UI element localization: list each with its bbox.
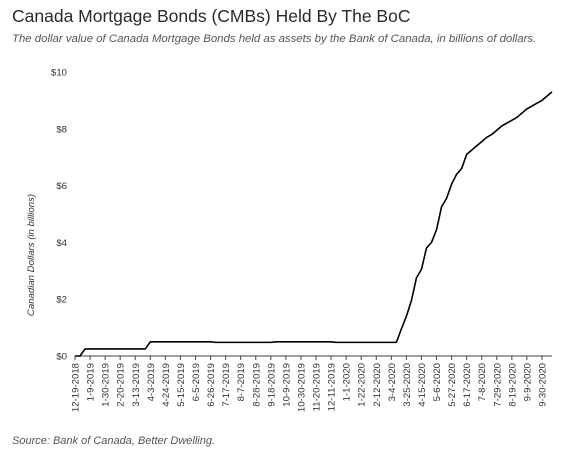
x-tick-label: 1-1-2020: [342, 363, 353, 401]
x-tick-label: 6-17-2020: [462, 363, 473, 407]
y-tick-label: $10: [51, 68, 67, 79]
data-point: [431, 242, 432, 243]
x-tick-label: 4-15-2020: [417, 363, 428, 407]
data-point: [411, 300, 412, 301]
data-point: [476, 145, 477, 146]
y-axis-ticks: $0 $2 $4 $6 $8 $10: [51, 68, 68, 363]
x-tick-label: 10-9-2019: [281, 363, 292, 407]
data-point: [521, 113, 522, 114]
data-point: [536, 103, 537, 104]
x-tick-label: 3-4-2020: [387, 363, 398, 401]
x-tick-label: 2-20-2019: [116, 363, 127, 407]
data-point: [335, 342, 336, 343]
data-point: [486, 137, 487, 138]
x-tick-label: 3-13-2019: [131, 363, 142, 407]
data-point: [461, 168, 462, 169]
data-point: [215, 342, 216, 343]
data-point: [406, 316, 407, 317]
x-tick-label: 8-19-2020: [507, 363, 518, 407]
x-tick-label: 5-27-2020: [447, 363, 458, 407]
x-tick-label: 2-12-2020: [372, 363, 383, 407]
data-point: [481, 141, 482, 142]
chart-title: Canada Mortgage Bonds (CMBs) Held By The…: [12, 6, 411, 26]
data-point: [416, 277, 417, 278]
data-point: [270, 342, 271, 343]
data-point: [551, 91, 552, 92]
y-tick-label: $4: [56, 238, 67, 249]
x-tick-label: 9-30-2020: [537, 363, 548, 407]
x-axis-ticks: 12-19-2018 1-9-2019 1-30-2019 2-20-2019 3-13…: [71, 356, 548, 412]
data-point: [446, 198, 447, 199]
x-tick-label: 6-5-2019: [191, 363, 202, 401]
data-point: [275, 341, 276, 342]
x-tick-label: 5-6-2020: [432, 363, 443, 401]
data-point: [330, 341, 331, 342]
x-tick-label: 5-15-2019: [176, 363, 187, 407]
data-point: [471, 150, 472, 151]
chart-source: Source: Bank of Canada, Better Dwelling.: [12, 435, 216, 447]
y-axis-label: Canadian Dollars (in billions): [26, 194, 37, 316]
x-tick-label: 3-25-2020: [402, 363, 413, 407]
data-point: [396, 342, 397, 343]
data-point: [546, 96, 547, 97]
y-tick-label: $0: [56, 352, 67, 363]
data-point: [466, 154, 467, 155]
data-point: [511, 120, 512, 121]
data-point: [441, 206, 442, 207]
x-tick-label: 8-28-2019: [251, 363, 262, 407]
data-point: [421, 269, 422, 270]
data-point: [506, 123, 507, 124]
data-point: [491, 134, 492, 135]
data-point: [84, 348, 85, 349]
x-tick-label: 1-30-2019: [101, 363, 112, 407]
y-tick-label: $6: [56, 181, 67, 192]
x-tick-label: 1-9-2019: [86, 363, 97, 401]
x-tick-label: 10-30-2019: [296, 363, 307, 412]
data-point: [501, 125, 502, 126]
data-point: [210, 341, 211, 342]
data-point: [74, 355, 75, 356]
y-tick-label: $8: [56, 124, 67, 135]
data-point: [516, 117, 517, 118]
data-point: [541, 100, 542, 101]
chart-subtitle: The dollar value of Canada Mortgage Bond…: [12, 33, 537, 45]
data-point: [150, 341, 151, 342]
x-tick-label: 4-24-2019: [161, 363, 172, 407]
data-point: [526, 108, 527, 109]
data-point: [451, 184, 452, 185]
x-tick-label: 11-20-2019: [312, 363, 323, 411]
x-tick-label: 8-7-2019: [236, 363, 247, 401]
x-tick-label: 7-8-2020: [477, 363, 488, 401]
data-point: [456, 174, 457, 175]
data-point: [426, 247, 427, 248]
x-tick-label: 6-26-2019: [206, 363, 217, 407]
data-point: [436, 229, 437, 230]
x-tick-label: 12-11-2019: [327, 363, 338, 411]
data-point: [531, 105, 532, 106]
x-tick-label: 1-22-2020: [357, 363, 368, 407]
data-point: [496, 130, 497, 131]
x-tick-label: 4-3-2019: [146, 363, 157, 401]
data-point: [145, 348, 146, 349]
x-tick-label: 9-18-2019: [266, 363, 277, 407]
data-point: [401, 328, 402, 329]
x-tick-label: 7-29-2020: [492, 363, 503, 407]
x-tick-label: 7-17-2019: [221, 363, 232, 407]
y-tick-label: $2: [56, 295, 67, 306]
x-tick-label: 12-19-2018: [71, 363, 82, 412]
series-group: [74, 91, 553, 357]
data-point: [79, 355, 80, 356]
series-line: [75, 91, 553, 357]
x-tick-label: 9-9-2020: [522, 363, 533, 401]
